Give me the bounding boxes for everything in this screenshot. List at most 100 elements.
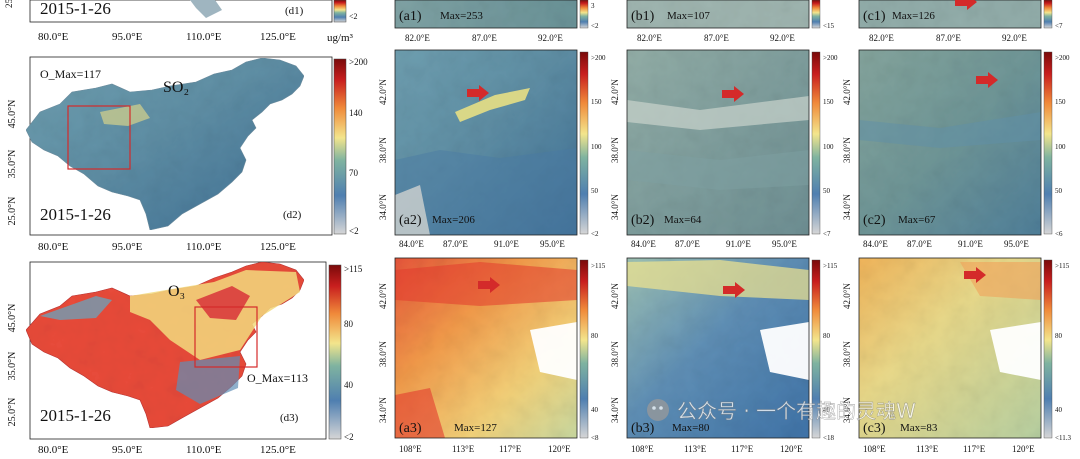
max-label: Max=80 xyxy=(672,422,710,434)
china-map-d3: O₃ O_Max=113 2015-1-26 (d3) 45.0°N 35.0°… xyxy=(7,261,363,456)
colorbar-tick: <2 xyxy=(344,432,354,442)
lon-tick: 113°E xyxy=(684,444,707,454)
lon-tick: 91.0°E xyxy=(958,239,983,249)
lat-tick: 42.0°N xyxy=(610,79,620,105)
lon-tick: 125.0°E xyxy=(260,444,296,456)
lon-tick: 120°E xyxy=(780,444,803,454)
colorbar-tick: 150 xyxy=(823,98,834,106)
lon-tick: 87.0°E xyxy=(704,33,729,43)
lon-tick: 120°E xyxy=(548,444,571,454)
lat-tick: 34.0°N xyxy=(610,194,620,220)
max-label: Max=253 xyxy=(440,10,483,22)
lat-tick: 34.0°N xyxy=(378,194,388,220)
watermark-text: 公众号 · 一个有趣的灵魂W xyxy=(677,399,916,423)
lon-tick: 113°E xyxy=(916,444,939,454)
date-label: 2015-1-26 xyxy=(40,205,111,224)
zoom-panel-a1: (a1) Max=253 3 <2 82.0°E 87.0°E 92.0°E xyxy=(394,0,599,43)
lat-tick: 35.0°N xyxy=(7,352,18,381)
panel-label: (b3) xyxy=(631,421,655,436)
lon-tick: 84.0°E xyxy=(631,239,656,249)
panel-label: (b2) xyxy=(631,213,655,228)
lon-tick: 95.0°E xyxy=(1004,239,1029,249)
date-label: 2015-1-26 xyxy=(40,406,111,425)
colorbar xyxy=(1043,259,1053,439)
lat-tick: 45.0°N xyxy=(7,304,18,333)
zoom-panel-c2: (c2) Max=67 42.0°N 38.0°N 34.0°N 84.0°E … xyxy=(842,49,1070,249)
lon-tick: 80.0°E xyxy=(38,31,69,43)
colorbar-tick: <2 xyxy=(349,12,358,21)
max-label: Max=206 xyxy=(432,214,475,226)
zoom-panel-b2: (b2) Max=64 42.0°N 38.0°N 34.0°N 84.0°E … xyxy=(610,49,838,249)
colorbar-tick: <6 xyxy=(1055,230,1063,238)
colorbar xyxy=(328,264,342,440)
lat-tick: 34.0°N xyxy=(610,397,620,423)
zoom-panel-b3: (b3) Max=80 42.0°N 38.0°N 34.0°N 108°E 1… xyxy=(610,257,838,454)
panel-label: (d1) xyxy=(285,5,304,17)
colorbar xyxy=(333,0,347,23)
colorbar xyxy=(1043,51,1053,235)
colorbar-tick: 40 xyxy=(823,406,831,414)
lat-tick: 34.0°N xyxy=(842,194,852,220)
colorbar-tick: <2 xyxy=(591,22,599,30)
colorbar xyxy=(811,259,821,439)
colorbar-tick: 40 xyxy=(1055,406,1063,414)
lon-tick: 117°E xyxy=(731,444,754,454)
colorbar-tick: 80 xyxy=(1055,332,1063,340)
date-label: 2015-1-26 xyxy=(40,0,111,18)
lat-tick: 42.0°N xyxy=(842,79,852,105)
panel-label: (b1) xyxy=(631,9,655,24)
lon-tick: 92.0°E xyxy=(1002,33,1027,43)
lat-tick: 34.0°N xyxy=(378,397,388,423)
zoom-panel-c1: (c1) Max=126 <7 82.0°E 87.0°E 92.0°E xyxy=(858,0,1063,43)
omax-label: O_Max=113 xyxy=(247,371,308,385)
lat-tick: 42.0°N xyxy=(378,283,388,309)
watermark: 公众号 · 一个有趣的灵魂W xyxy=(647,399,916,423)
colorbar-tick: 80 xyxy=(823,332,831,340)
panel-label: (a3) xyxy=(399,421,422,436)
lon-tick: 92.0°E xyxy=(770,33,795,43)
zoom-panel-a2: (a2) Max=206 42.0°N 38.0°N 34.0°N 84.0°E… xyxy=(378,49,606,249)
colorbar xyxy=(579,51,589,235)
lon-tick: 110.0°E xyxy=(186,241,222,253)
lon-tick: 113°E xyxy=(452,444,475,454)
zoom-extent-box xyxy=(67,105,131,170)
colorbar-tick: >200 xyxy=(823,54,838,62)
max-label: Max=83 xyxy=(900,422,938,434)
colorbar-tick: 50 xyxy=(591,187,599,195)
lon-tick: 117°E xyxy=(499,444,522,454)
panel-label: (d3) xyxy=(280,412,299,424)
colorbar-tick: 100 xyxy=(591,143,602,151)
lon-tick: 87.0°E xyxy=(443,239,468,249)
lon-tick: 108°E xyxy=(863,444,886,454)
lon-tick: 95.0°E xyxy=(112,241,143,253)
china-landmass xyxy=(25,57,305,231)
colorbar-tick: <7 xyxy=(1055,22,1063,30)
lon-ticks: 80.0°E 95.0°E 110.0°E 125.0°E xyxy=(38,444,296,456)
colorbar-tick: 50 xyxy=(1055,187,1063,195)
lon-tick: 95.0°E xyxy=(540,239,565,249)
unit-label: ug/m³ xyxy=(327,32,354,44)
max-label: Max=127 xyxy=(454,422,497,434)
lon-tick: 110.0°E xyxy=(186,444,222,456)
lat-tick: 34.0°N xyxy=(842,397,852,423)
lon-tick: 91.0°E xyxy=(494,239,519,249)
lon-tick: 87.0°E xyxy=(907,239,932,249)
colorbar-tick: >200 xyxy=(1055,54,1070,62)
zoom-panel-c3: (c3) Max=83 42.0°N 38.0°N 34.0°N 108°E 1… xyxy=(842,257,1071,454)
lat-tick: 35.0°N xyxy=(7,150,18,179)
pollutant-label: SO₂ xyxy=(163,79,189,96)
colorbar-tick: >115 xyxy=(344,264,363,274)
panel-label: (a1) xyxy=(399,9,422,24)
lat-tick: 38.0°N xyxy=(378,341,388,367)
zoom-extent-box xyxy=(194,306,258,368)
lat-tick: 25.0°N xyxy=(7,398,18,427)
lon-ticks: 80.0°E 95.0°E 110.0°E 125.0°E xyxy=(38,241,296,253)
panel-label: (c3) xyxy=(863,421,886,436)
colorbar xyxy=(579,0,589,29)
lon-tick: 87.0°E xyxy=(675,239,700,249)
lat-tick: 38.0°N xyxy=(842,341,852,367)
colorbar-tick: 40 xyxy=(344,380,354,390)
row-1: 2015-1-26 (d1) 25.0°N 80.0°E 95.0°E 110.… xyxy=(4,0,1063,44)
panel-label: (c2) xyxy=(863,213,886,228)
